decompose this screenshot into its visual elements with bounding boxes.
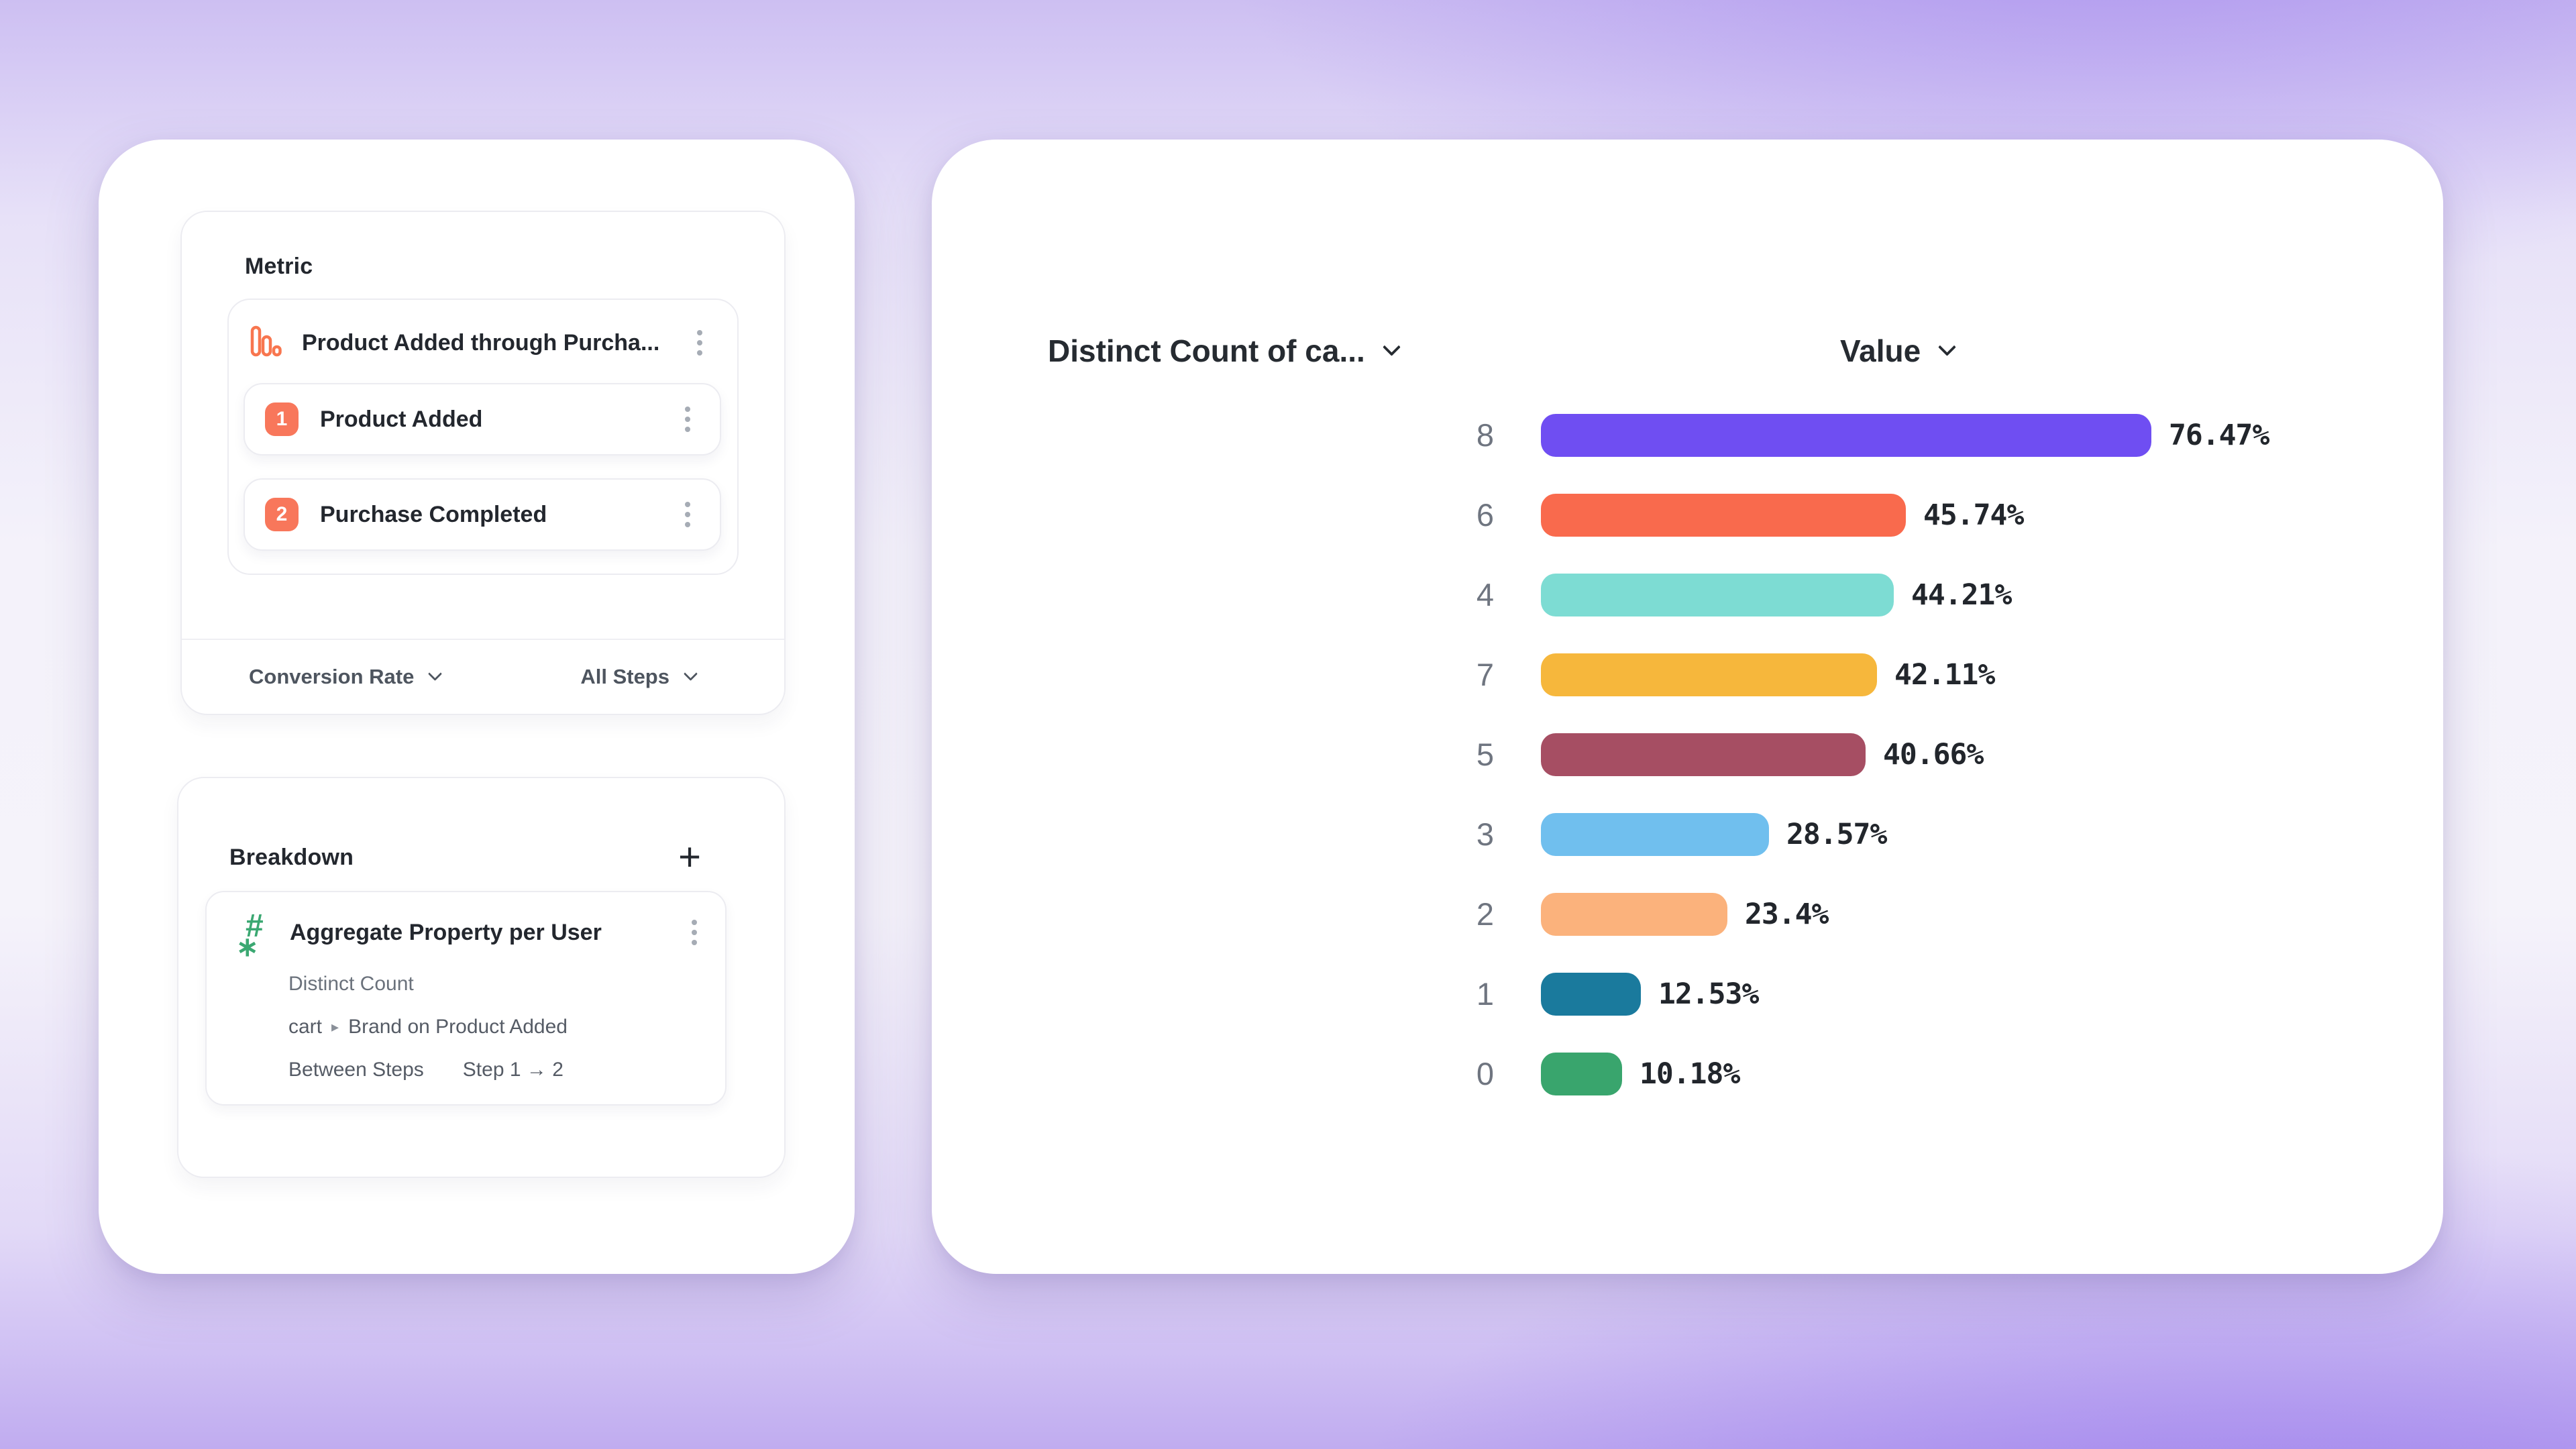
category-label: 6 xyxy=(1476,497,1494,533)
chart-row: 3 28.57% xyxy=(932,794,2443,874)
chart-row: 0 10.18% xyxy=(932,1034,2443,1114)
value-label: 28.57% xyxy=(1786,817,1887,851)
property-group: cart xyxy=(288,1016,323,1038)
value-header-label: Value xyxy=(1840,333,1921,368)
all-steps-label: All Steps xyxy=(580,665,669,688)
conversion-rate-dropdown[interactable]: Conversion Rate xyxy=(249,665,443,689)
aggregation-type: Distinct Count xyxy=(288,973,414,995)
funnel-step-2[interactable]: 2 Purchase Completed xyxy=(244,478,721,551)
all-steps-dropdown[interactable]: All Steps xyxy=(580,665,698,689)
funnel-step-1[interactable]: 1 Product Added xyxy=(244,383,721,455)
value-label: 40.66% xyxy=(1883,737,1984,771)
chart-panel: Distinct Count of ca... Value 8 76.47% 6… xyxy=(932,140,2443,1274)
value-label: 23.4% xyxy=(1745,897,1829,931)
chart-row: 8 76.47% xyxy=(932,395,2443,475)
funnel-metric-block: Product Added through Purcha... 1 Produc… xyxy=(227,299,739,575)
hash-glyph: # xyxy=(246,908,264,944)
chart-row: 6 45.74% xyxy=(932,475,2443,555)
step-event-label: Purchase Completed xyxy=(320,501,547,527)
bar[interactable] xyxy=(1541,573,1894,616)
value-label: 10.18% xyxy=(1640,1057,1740,1091)
value-label: 76.47% xyxy=(2169,418,2269,452)
breakdown-header: Breakdown + xyxy=(229,835,701,879)
scope-row: Between Steps Step 1 → 2 xyxy=(288,1059,708,1081)
aggregate-property-card[interactable]: # ∗ Aggregate Property per User Distinct… xyxy=(205,891,727,1106)
category-label: 5 xyxy=(1476,737,1494,772)
kebab-menu-icon[interactable] xyxy=(686,323,713,363)
category-label: 3 xyxy=(1476,816,1494,852)
bar[interactable] xyxy=(1541,1052,1622,1095)
value-label: 45.74% xyxy=(1923,498,2024,532)
value-column-header[interactable]: Value xyxy=(1840,333,1957,369)
value-label: 44.21% xyxy=(1911,578,2012,612)
chart-row: 2 23.4% xyxy=(932,874,2443,954)
chart-row: 4 44.21% xyxy=(932,555,2443,635)
chevron-down-icon xyxy=(1938,337,1957,356)
kebab-menu-icon[interactable] xyxy=(674,399,701,439)
add-breakdown-button plus-icon[interactable]: + xyxy=(678,835,701,879)
breakdown-section-title: Breakdown xyxy=(229,844,354,870)
asterisk-glyph: ∗ xyxy=(236,932,259,962)
category-label: 1 xyxy=(1476,976,1494,1012)
chevron-down-icon xyxy=(428,666,443,681)
bar[interactable] xyxy=(1541,892,1727,936)
bar[interactable] xyxy=(1541,733,1866,776)
kebab-menu-icon[interactable] xyxy=(674,494,701,535)
value-label: 12.53% xyxy=(1658,977,1759,1011)
aggregate-property-title-row: # ∗ Aggregate Property per User xyxy=(236,908,708,962)
bar[interactable] xyxy=(1541,812,1769,856)
metric-card: Metric Product Added through Purcha... 1… xyxy=(180,211,786,715)
chart-row: 7 42.11% xyxy=(932,635,2443,714)
category-header-label: Distinct Count of ca... xyxy=(1048,333,1365,368)
funnel-metric-name: Product Added through Purcha... xyxy=(302,329,660,356)
metric-footer: Conversion Rate All Steps xyxy=(182,639,784,714)
kebab-menu-icon[interactable] xyxy=(681,912,708,953)
horizontal-bar-chart: 8 76.47% 6 45.74% 4 44.21% 7 42.11% 5 40… xyxy=(932,395,2443,1114)
category-label: 4 xyxy=(1476,577,1494,612)
breakdown-card: Breakdown + # ∗ Aggregate Property per U… xyxy=(177,777,786,1178)
funnel-bars-icon xyxy=(249,325,282,361)
value-label: 42.11% xyxy=(1894,657,1995,692)
chart-row: 1 12.53% xyxy=(932,954,2443,1034)
bar[interactable] xyxy=(1541,972,1641,1016)
chart-row: 5 40.66% xyxy=(932,714,2443,794)
funnel-metric-row[interactable]: Product Added through Purcha... xyxy=(229,300,737,383)
scope-label: Between Steps xyxy=(288,1059,424,1081)
property-name: Brand on Product Added xyxy=(348,1016,568,1038)
bar[interactable] xyxy=(1541,493,1906,537)
property-path: cart ▸ Brand on Product Added xyxy=(288,1016,708,1038)
category-column-header[interactable]: Distinct Count of ca... xyxy=(1048,333,1401,369)
category-label: 0 xyxy=(1476,1056,1494,1091)
chevron-down-icon xyxy=(1382,337,1401,356)
conversion-rate-label: Conversion Rate xyxy=(249,665,415,688)
chevron-down-icon xyxy=(683,666,698,681)
step-event-label: Product Added xyxy=(320,406,483,432)
query-builder-panel: Metric Product Added through Purcha... 1… xyxy=(99,140,855,1274)
path-separator-icon: ▸ xyxy=(331,1018,339,1035)
step-number-badge: 1 xyxy=(265,402,299,436)
scope-value: Step 1 → 2 xyxy=(462,1059,564,1081)
bar[interactable] xyxy=(1541,653,1877,696)
metric-section-title: Metric xyxy=(245,254,313,279)
measured-property-icon: # ∗ xyxy=(236,908,279,962)
category-label: 7 xyxy=(1476,657,1494,692)
aggregate-property-name: Aggregate Property per User xyxy=(290,919,602,945)
bar[interactable] xyxy=(1541,413,2151,457)
category-label: 8 xyxy=(1476,417,1494,453)
category-label: 2 xyxy=(1476,896,1494,932)
step-number-badge: 2 xyxy=(265,498,299,531)
